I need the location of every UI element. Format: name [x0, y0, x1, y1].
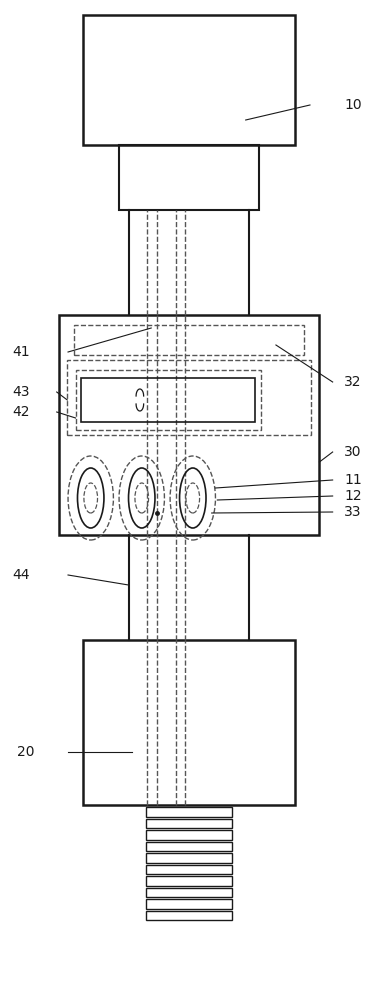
Bar	[146, 853, 232, 862]
Bar	[146, 819, 232, 828]
Bar	[146, 911, 232, 920]
Text: 33: 33	[344, 505, 361, 519]
Text: 30: 30	[344, 445, 361, 459]
Text: 43: 43	[13, 385, 30, 399]
Text: 20: 20	[17, 745, 34, 759]
Bar	[146, 807, 232, 816]
Bar	[74, 325, 304, 355]
Bar	[81, 378, 255, 422]
Bar	[146, 830, 232, 840]
Bar	[146, 888, 232, 897]
Bar	[83, 15, 295, 145]
Text: 11: 11	[344, 473, 362, 487]
Bar	[119, 145, 259, 210]
Bar	[146, 876, 232, 886]
Bar	[146, 899, 232, 908]
Text: 12: 12	[344, 489, 362, 503]
Text: 32: 32	[344, 375, 361, 389]
Bar	[83, 640, 295, 805]
Bar	[67, 360, 311, 435]
Text: 42: 42	[13, 405, 30, 419]
Bar	[76, 370, 261, 430]
Bar	[59, 315, 319, 535]
Bar	[146, 865, 232, 874]
Text: 44: 44	[13, 568, 30, 582]
Text: 41: 41	[12, 345, 30, 359]
Text: 10: 10	[344, 98, 362, 112]
Bar	[146, 842, 232, 851]
